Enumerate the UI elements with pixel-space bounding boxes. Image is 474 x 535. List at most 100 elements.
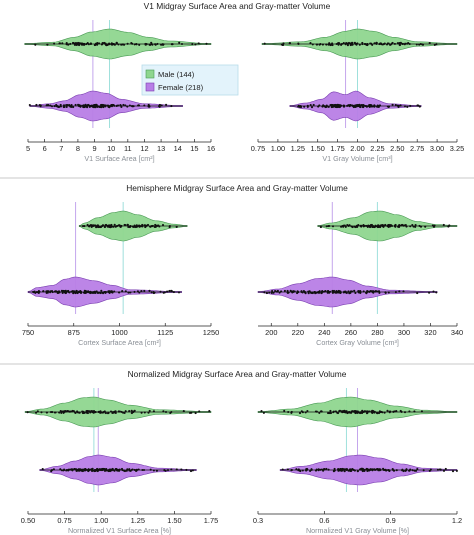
data-point xyxy=(114,411,117,415)
x-tick-label: 300 xyxy=(398,328,410,337)
data-point xyxy=(120,105,123,109)
data-point xyxy=(338,409,341,412)
x-tick-label: 9 xyxy=(92,144,96,153)
data-point xyxy=(59,409,62,413)
data-point xyxy=(63,105,66,109)
data-point xyxy=(90,469,94,473)
data-point xyxy=(153,225,156,229)
data-point xyxy=(106,412,110,415)
data-point xyxy=(140,290,143,293)
x-tick-label: 15 xyxy=(190,144,198,153)
data-point xyxy=(296,292,299,295)
data-point xyxy=(391,103,394,106)
data-point xyxy=(414,225,417,228)
data-point xyxy=(394,103,397,107)
x-tick-label: 2.50 xyxy=(390,144,404,153)
data-point xyxy=(351,41,354,44)
data-point xyxy=(337,104,340,107)
data-point xyxy=(359,291,362,295)
data-point xyxy=(406,105,409,108)
data-point xyxy=(188,411,192,415)
panel-r1c2: 0.75 1.00 1.25 1.50 1.75 2.00 2.25 2.50 2.75 3.00… xyxy=(251,20,464,163)
data-point xyxy=(384,291,387,294)
data-point xyxy=(455,469,458,472)
data-point xyxy=(260,409,263,413)
x-tick-label: 1.25 xyxy=(291,144,305,153)
x-axis-label: Normalized V1 Surface Area [%] xyxy=(68,526,171,535)
data-point xyxy=(358,105,362,108)
data-point xyxy=(298,105,301,108)
data-point xyxy=(372,409,375,413)
data-point xyxy=(103,41,106,44)
panel-r1c1: 5 6 7 8 9 10 11 12 13 14 15 16 V1 Surface Area [cm²] xyxy=(24,20,215,163)
data-point xyxy=(309,42,312,45)
data-point xyxy=(126,224,129,227)
data-point xyxy=(161,223,165,227)
data-point xyxy=(144,226,147,229)
data-point xyxy=(329,44,332,47)
data-point xyxy=(100,104,103,107)
data-point xyxy=(343,470,346,473)
data-point xyxy=(128,226,131,229)
panel-r3c1: 0.50 0.75 1.00 1.25 1.50 1.75 Normalized V1 Su… xyxy=(21,388,218,535)
data-point xyxy=(377,412,381,415)
data-point xyxy=(354,412,357,415)
data-point xyxy=(306,409,309,413)
x-tick-label: 14 xyxy=(174,144,182,153)
data-point xyxy=(339,291,342,295)
data-point xyxy=(286,289,289,292)
x-tick-label: 0.9 xyxy=(386,516,396,525)
x-tick-label: 10 xyxy=(107,144,115,153)
data-point xyxy=(113,223,116,226)
data-point xyxy=(130,412,133,415)
x-tick-label: 260 xyxy=(345,328,357,337)
data-point xyxy=(70,103,73,107)
data-point xyxy=(283,289,286,292)
data-point xyxy=(194,412,197,415)
data-point xyxy=(98,105,101,109)
panel-r2c1: 750 875 1000 1125 1250 Cortex Surface Area [c… xyxy=(22,202,219,347)
x-tick-label: 220 xyxy=(292,328,304,337)
data-point xyxy=(346,44,349,47)
x-tick-label: 2.00 xyxy=(350,144,364,153)
data-point xyxy=(391,467,394,471)
data-point xyxy=(442,469,446,472)
data-point xyxy=(74,42,77,45)
data-point xyxy=(348,292,351,295)
x-tick-label: 3.25 xyxy=(450,144,464,153)
data-point xyxy=(94,103,98,106)
data-point xyxy=(104,412,107,415)
data-point xyxy=(319,226,322,229)
data-point xyxy=(127,225,130,229)
data-point xyxy=(108,291,111,295)
x-tick-label: 11 xyxy=(124,144,132,153)
data-point xyxy=(138,43,141,46)
x-axis-label: Normalized V1 Gray Volume [%] xyxy=(306,526,409,535)
data-point xyxy=(81,470,84,473)
data-point xyxy=(133,409,136,412)
female-points xyxy=(41,467,194,473)
panel-r2c2: 200 220 240 260 280 300 320 340 Cortex Gray Volu… xyxy=(257,202,463,347)
x-tick-label: 1.75 xyxy=(330,144,344,153)
data-point xyxy=(398,225,401,229)
data-point xyxy=(309,469,312,473)
data-point xyxy=(55,103,58,106)
data-point xyxy=(354,291,357,295)
x-tick-label: 1.00 xyxy=(94,516,108,525)
data-point xyxy=(349,469,352,473)
data-point xyxy=(102,106,105,109)
data-point xyxy=(323,468,326,471)
x-tick-label: 240 xyxy=(318,328,330,337)
data-point xyxy=(298,412,302,415)
x-tick-label: 12 xyxy=(140,144,148,153)
data-point xyxy=(402,470,405,473)
x-tick-label: 5 xyxy=(26,144,30,153)
legend-box xyxy=(141,64,239,96)
data-point xyxy=(274,289,277,293)
data-point xyxy=(63,289,66,293)
data-point xyxy=(342,42,345,45)
legend-female-label: Female (218) xyxy=(158,83,204,92)
x-tick-label: 8 xyxy=(76,144,80,153)
legend-male-swatch xyxy=(145,69,155,79)
x-tick-label: 2.25 xyxy=(370,144,384,153)
